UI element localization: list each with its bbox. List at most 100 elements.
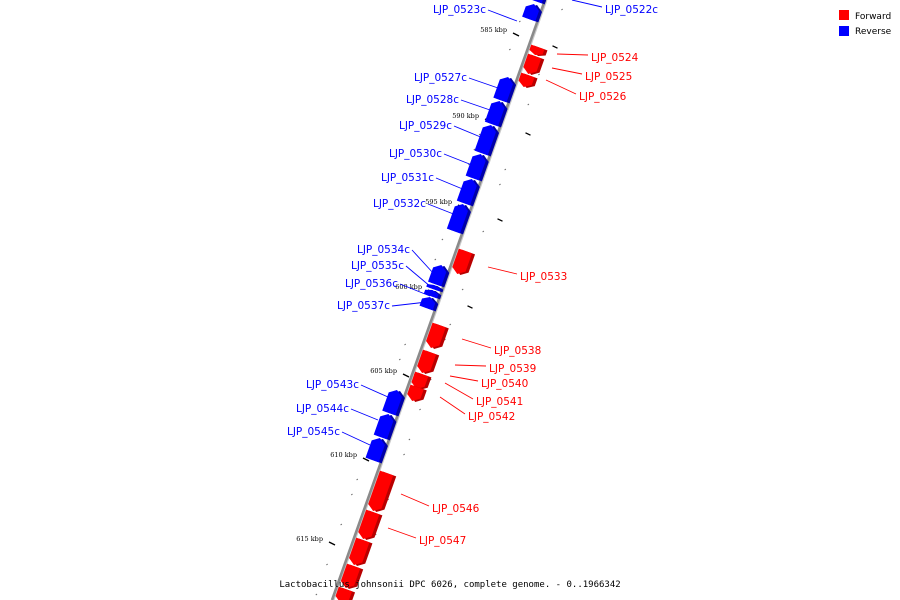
gene-arrow-body: [407, 384, 424, 402]
gene-arrow[interactable]: LJP_0531c: [456, 178, 480, 207]
gene-arrow[interactable]: [340, 563, 364, 590]
backbone-shadow: [332, 0, 548, 600]
gene-leader-line: [435, 177, 466, 191]
minor-tick: [461, 288, 464, 291]
gene-label[interactable]: LJP_0524: [591, 52, 639, 64]
gene-label[interactable]: LJP_0523c: [433, 4, 486, 16]
legend-reverse-label: Reverse: [855, 27, 892, 37]
minor-tick: [326, 563, 328, 566]
gene-leader-line: [360, 384, 389, 398]
gene-arrow[interactable]: LJP_0536c: [423, 289, 442, 300]
gene-arrow[interactable]: [349, 537, 373, 567]
gene-leader-line: [391, 301, 428, 307]
gene-arrow-body: [518, 72, 535, 88]
gene-label[interactable]: LJP_0542: [468, 411, 515, 423]
minor-tick: [315, 593, 318, 596]
gene-label[interactable]: LJP_0533: [520, 271, 567, 283]
minor-tick: [504, 168, 507, 171]
gene-arrow[interactable]: LJP_0524: [529, 44, 548, 57]
gene-arrow-body: [340, 563, 361, 589]
minor-tick: [449, 323, 452, 326]
gene-label[interactable]: LJP_0538: [494, 345, 541, 357]
minor-tick: [552, 45, 558, 49]
gene-label[interactable]: LJP_0530c: [389, 148, 442, 160]
minor-tick: [538, 73, 540, 76]
gene-arrow[interactable]: LJP_0528c: [484, 100, 508, 128]
gene-arrow-body: [358, 509, 380, 540]
minor-tick: [408, 438, 411, 441]
gene-label[interactable]: LJP_0529c: [399, 120, 452, 132]
minor-tick: [482, 230, 485, 233]
gene-leader-line: [449, 375, 479, 382]
gene-arrow[interactable]: LJP_0522c: [529, 0, 550, 5]
gene-label[interactable]: LJP_0526: [579, 91, 627, 103]
gene-arrow[interactable]: LJP_0538: [426, 322, 449, 350]
gene-label[interactable]: LJP_0527c: [414, 72, 467, 84]
gene-label[interactable]: LJP_0537c: [337, 300, 390, 312]
gene-arrow-body: [484, 100, 505, 127]
minor-tick: [508, 48, 511, 51]
gene-arrow-body: [456, 178, 477, 206]
gene-arrow[interactable]: LJP_0529c: [474, 124, 500, 157]
gene-label[interactable]: LJP_0535c: [351, 260, 404, 272]
scale-tick: [328, 541, 336, 546]
minor-tick: [518, 20, 521, 23]
gene-leader-line: [399, 283, 431, 297]
gene-leader-line: [556, 53, 589, 56]
gene-leader-line: [411, 249, 435, 275]
minor-tick: [419, 408, 421, 411]
gene-label[interactable]: LJP_0522c: [605, 4, 658, 16]
gene-label[interactable]: LJP_0541: [476, 396, 523, 408]
gene-arrow[interactable]: LJP_0546: [368, 470, 397, 513]
legend-forward-label: Forward: [855, 12, 891, 22]
minor-tick: [525, 132, 531, 136]
minor-tick: [499, 183, 501, 186]
gene-leader-line: [545, 79, 577, 95]
gene-label[interactable]: LJP_0545c: [287, 426, 340, 438]
gene-arrow[interactable]: LJP_0544c: [373, 413, 397, 441]
gene-arrow[interactable]: LJP_0541: [411, 373, 431, 391]
gene-arrow[interactable]: LJP_0537c: [419, 296, 439, 312]
gene-arrow[interactable]: LJP_0533: [452, 248, 476, 276]
gene-arrow[interactable]: LJP_0547: [358, 509, 383, 541]
minor-tick: [350, 493, 353, 496]
gene-arrow[interactable]: LJP_0543c: [382, 389, 405, 417]
gene-arrow[interactable]: LJP_0530c: [465, 153, 489, 182]
gene-arrow-body: [465, 153, 486, 181]
gene-arrow[interactable]: LJP_0523c: [522, 3, 542, 23]
scale-tick-label: 590 kbp: [452, 112, 479, 120]
gene-label[interactable]: LJP_0540: [481, 378, 528, 390]
gene-label[interactable]: LJP_0532c: [373, 198, 426, 210]
gene-arrow[interactable]: LJP_0542: [407, 384, 427, 403]
gene-arrow[interactable]: LJP_0532c: [446, 203, 471, 235]
gene-arrow[interactable]: LJP_0539: [417, 349, 440, 375]
gene-arrow[interactable]: LJP_0527c: [493, 76, 517, 104]
scale-tick-label: 615 kbp: [296, 535, 323, 543]
gene-arrow[interactable]: LJP_0525: [523, 53, 545, 76]
gene-label[interactable]: LJP_0544c: [296, 403, 349, 415]
gene-label[interactable]: LJP_0546: [432, 503, 480, 515]
gene-leader-line: [453, 125, 484, 139]
gene-arrow[interactable]: LJP_0534c: [428, 264, 450, 288]
gene-leader-line: [350, 408, 379, 421]
gene-arrow[interactable]: [335, 586, 356, 600]
scale-tick-label: 610 kbp: [330, 451, 357, 459]
gene-label[interactable]: LJP_0531c: [381, 172, 434, 184]
gene-label[interactable]: LJP_0539: [489, 363, 536, 375]
minor-tick: [340, 523, 343, 526]
gene-label[interactable]: LJP_0547: [419, 535, 466, 547]
gene-label[interactable]: LJP_0543c: [306, 379, 359, 391]
minor-tick: [527, 103, 530, 106]
gene-label[interactable]: LJP_0528c: [406, 94, 459, 106]
gene-label[interactable]: LJP_0536c: [345, 278, 398, 290]
gene-label-layer: LJP_0523c LJP_0522cLJP_0524LJP_0525LJP_05…: [287, 0, 658, 547]
gene-arrow[interactable]: LJP_0545c: [365, 437, 388, 464]
gene-label[interactable]: LJP_0534c: [357, 244, 410, 256]
gene-leader-line: [443, 153, 473, 166]
scale-tick-label: 605 kbp: [370, 367, 397, 375]
gene-leader-line: [400, 493, 430, 507]
gene-leader-line: [487, 266, 518, 275]
gene-label[interactable]: LJP_0525: [585, 71, 632, 83]
gene-arrow[interactable]: LJP_0526: [518, 72, 538, 89]
